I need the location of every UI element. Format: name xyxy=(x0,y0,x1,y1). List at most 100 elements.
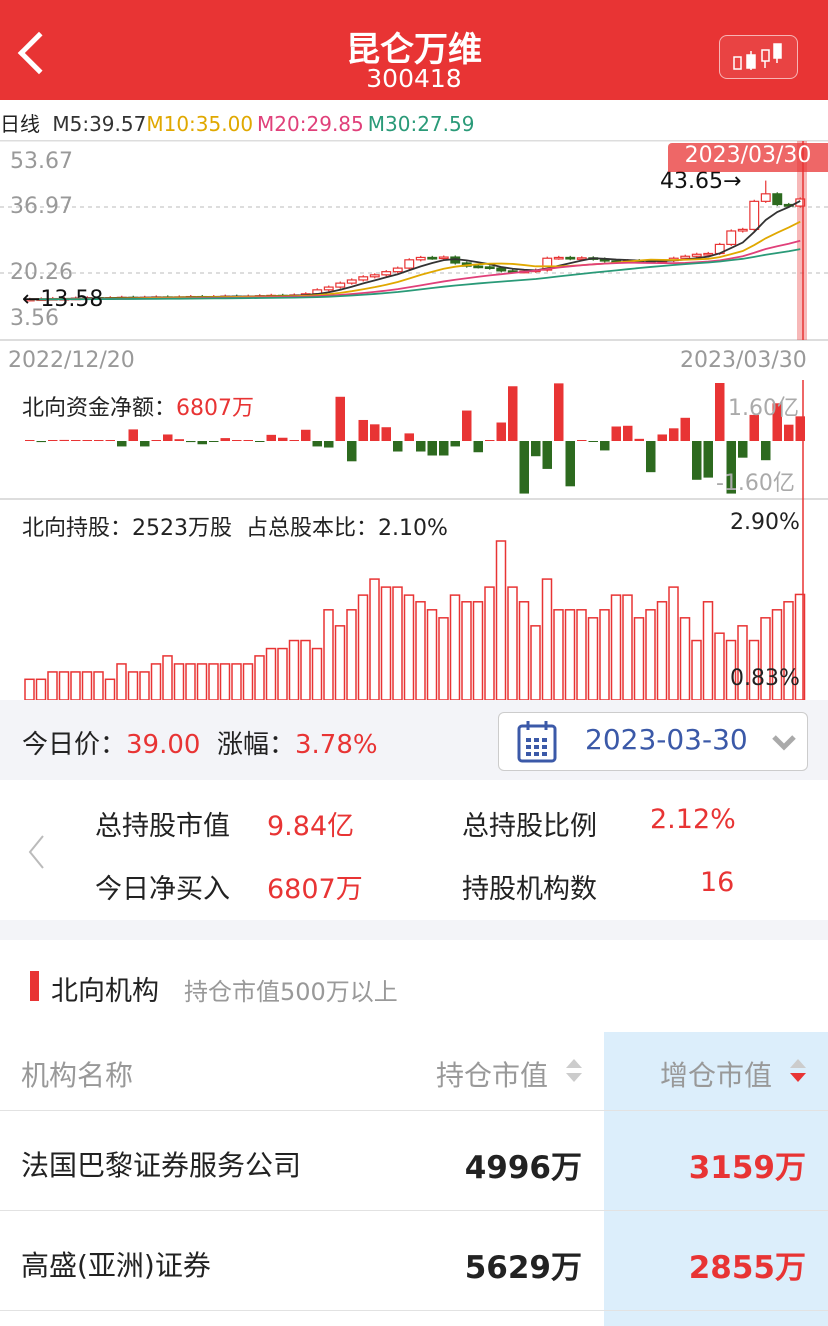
net-flow-bar xyxy=(588,441,598,442)
holding-bar xyxy=(484,586,495,700)
min-price-label: ←13.58 xyxy=(22,287,104,312)
sort-icon[interactable] xyxy=(564,1057,584,1085)
net-flow-bar xyxy=(301,429,311,441)
holding-bar xyxy=(357,594,369,700)
holding-bar xyxy=(70,671,81,700)
holding-bar xyxy=(771,609,783,700)
net-flow-bar xyxy=(416,441,426,452)
holding-bar xyxy=(794,593,806,700)
candle xyxy=(438,256,449,260)
net-flow-title: 北向资金净额：6807万 xyxy=(22,396,255,421)
candle xyxy=(760,193,771,202)
col-header-increase[interactable]: 增仓市值 xyxy=(660,1059,773,1092)
holding-bar xyxy=(415,601,426,700)
net-flow-bar xyxy=(209,441,219,442)
holding-bar xyxy=(219,663,231,700)
holding-bar xyxy=(530,625,541,700)
holding-bar xyxy=(380,586,392,700)
holding-bar xyxy=(93,671,104,700)
stock-name: 昆仑万维 xyxy=(346,30,482,70)
holding-min-tick: 0.83% xyxy=(730,666,800,691)
holding-bar xyxy=(242,663,254,700)
kline-toggle-button[interactable] xyxy=(719,35,798,79)
candle xyxy=(703,252,714,256)
holding-bar xyxy=(81,671,93,700)
holding-bar xyxy=(334,625,346,700)
candle xyxy=(726,230,737,246)
holding-bar xyxy=(173,663,185,700)
selected-date: 2023-03-30 xyxy=(585,723,748,756)
chevron-left-icon[interactable] xyxy=(27,834,47,870)
candle xyxy=(358,276,369,281)
date-picker[interactable]: 2023-03-30 xyxy=(498,712,808,771)
holding-bar xyxy=(656,601,668,700)
net-flow-bar xyxy=(59,439,69,441)
holding-bar xyxy=(541,578,553,700)
start-date: 2022/12/20 xyxy=(8,348,135,373)
section-marker xyxy=(30,971,39,1001)
holding-chart[interactable] xyxy=(0,500,828,700)
net-buy-value: 6807万 xyxy=(267,874,363,905)
period-label: 日线 xyxy=(0,112,40,136)
net-flow-bar xyxy=(680,417,690,441)
holding-bar xyxy=(461,601,472,700)
sort-desc-icon[interactable] xyxy=(788,1057,808,1085)
holding-bar xyxy=(277,647,288,700)
ma5-line xyxy=(29,200,801,301)
holding-bar xyxy=(599,609,610,700)
holding-bar xyxy=(392,586,403,700)
net-flow-bar xyxy=(370,424,380,441)
flow-min-tick: -1.60亿 xyxy=(716,471,795,496)
candlestick-chart[interactable] xyxy=(0,140,828,380)
candle xyxy=(369,274,380,278)
net-flow-bar xyxy=(381,427,391,441)
net-flow-bar xyxy=(347,441,357,462)
net-flow-bar xyxy=(151,440,161,441)
section-title: 北向机构 xyxy=(51,976,159,1007)
calendar-icon xyxy=(517,721,557,763)
holding-bar xyxy=(438,617,449,700)
net-flow-bar xyxy=(542,441,552,469)
net-flow-bar xyxy=(508,386,518,441)
net-flow-bar xyxy=(485,440,495,441)
candle xyxy=(565,256,576,260)
net-flow-bar xyxy=(462,410,472,441)
net-flow-bar xyxy=(312,441,322,447)
candle xyxy=(404,259,415,269)
net-flow-bar xyxy=(186,441,196,443)
candlestick-icon xyxy=(733,43,782,70)
net-flow-chart[interactable] xyxy=(0,380,828,500)
holding-title: 北向持股：2523万股 占总股本比：2.10% xyxy=(22,516,448,541)
net-flow-bar xyxy=(232,440,242,441)
holding-bar xyxy=(725,639,737,700)
net-flow-bar xyxy=(48,440,58,441)
ratio-value: 2.12% xyxy=(650,804,736,835)
holding-value: 5629万 xyxy=(464,1250,582,1286)
net-flow-bar xyxy=(71,440,81,441)
price-tick: 36.97 xyxy=(10,194,73,219)
net-flow-bar xyxy=(117,441,127,447)
net-flow-bar xyxy=(335,396,345,441)
net-flow-bar xyxy=(358,419,368,441)
net-flow-bar xyxy=(278,437,288,441)
candle xyxy=(323,286,334,291)
holding-bar xyxy=(127,671,139,700)
holding-bar xyxy=(507,586,518,700)
holding-bar xyxy=(185,663,196,700)
candle xyxy=(576,257,587,260)
net-flow-bar xyxy=(600,441,610,451)
holding-bar xyxy=(254,655,265,700)
net-flow-bar xyxy=(473,441,483,453)
end-date: 2023/03/30 xyxy=(680,348,807,373)
inst-name: 高盛(亚洲)证券 xyxy=(21,1249,211,1282)
net-flow-bar xyxy=(784,424,794,441)
holding-bar xyxy=(369,578,380,700)
net-flow-bar xyxy=(404,433,414,441)
col-header-holding[interactable]: 持仓市值 xyxy=(436,1059,549,1092)
holding-bar xyxy=(265,647,277,700)
net-flow-bar xyxy=(25,440,35,441)
net-flow-bar xyxy=(646,441,656,473)
candle xyxy=(542,257,553,271)
flow-max-tick: 1.60亿 xyxy=(728,396,799,421)
divider xyxy=(0,1310,828,1311)
